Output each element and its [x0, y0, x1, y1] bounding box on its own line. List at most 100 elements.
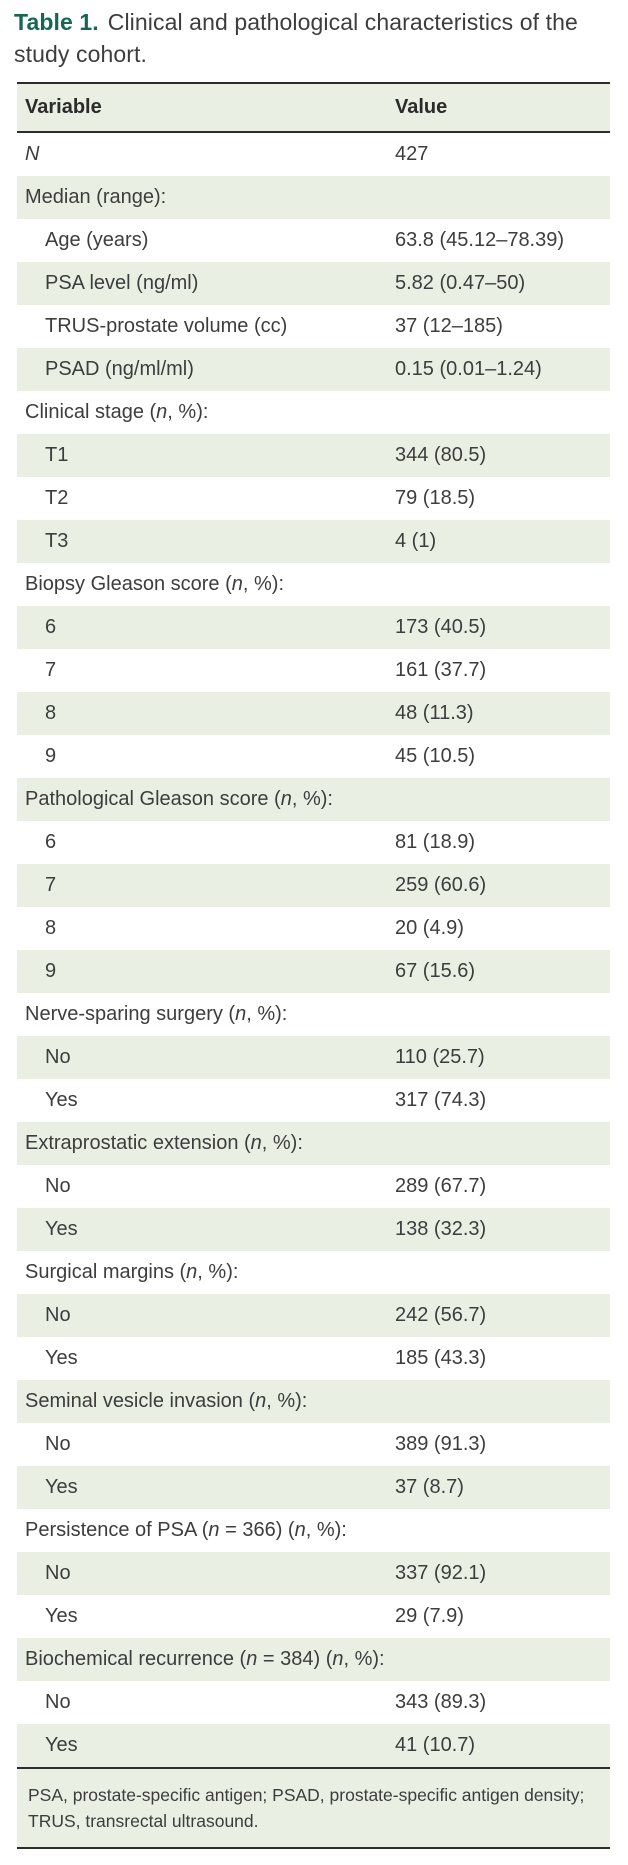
- table-row: 9 67 (15.6): [17, 950, 610, 993]
- row-label: Yes: [45, 1089, 78, 1111]
- table-row: 8 20 (4.9): [17, 907, 610, 950]
- table-caption-label: Table 1.: [14, 9, 99, 35]
- row-value: 337 (92.1): [395, 1562, 487, 1584]
- row-label: Pathological Gleason score (n, %):: [25, 788, 333, 810]
- table-row: Yes 37 (8.7): [17, 1466, 610, 1509]
- row-label: T2: [45, 487, 69, 509]
- row-value: 45 (10.5): [395, 745, 476, 767]
- table-row: Yes 185 (43.3): [17, 1337, 610, 1380]
- table-row: 6 173 (40.5): [17, 606, 610, 649]
- row-label: No: [45, 1691, 71, 1713]
- row-value: 289 (67.7): [395, 1175, 487, 1197]
- row-label: Persistence of PSA (n = 366) (n, %):: [25, 1519, 347, 1541]
- row-label: Yes: [45, 1476, 78, 1498]
- row-value: 37 (8.7): [395, 1476, 464, 1498]
- row-value: 63.8 (45.12–78.39): [395, 229, 565, 251]
- row-value: 138 (32.3): [395, 1218, 487, 1240]
- row-value: 41 (10.7): [395, 1734, 476, 1756]
- characteristics-table: Variable Value N 427 Median (range): Age (y…: [17, 82, 610, 1769]
- table-caption: Table 1. Clinical and pathological charac…: [14, 6, 614, 70]
- row-label: 7: [45, 659, 57, 681]
- row-label: Yes: [45, 1218, 78, 1240]
- table-row: 8 48 (11.3): [17, 692, 610, 735]
- row-label: Biochemical recurrence (n = 384) (n, %):: [25, 1648, 385, 1670]
- table-row: 7 161 (37.7): [17, 649, 610, 692]
- row-value: 242 (56.7): [395, 1304, 487, 1326]
- row-label: PSAD (ng/ml/ml): [45, 358, 194, 380]
- table-row: Yes 138 (32.3): [17, 1208, 610, 1251]
- table-row: 7 259 (60.6): [17, 864, 610, 907]
- table-row: T2 79 (18.5): [17, 477, 610, 520]
- row-label: 8: [45, 917, 57, 939]
- table-row: PSA level (ng/ml) 5.82 (0.47–50): [17, 262, 610, 305]
- table-row: Median (range):: [17, 176, 610, 219]
- table-row: No 389 (91.3): [17, 1423, 610, 1466]
- table-row: No 337 (92.1): [17, 1552, 610, 1595]
- row-value: 5.82 (0.47–50): [395, 272, 526, 294]
- table-row: Clinical stage (n, %):: [17, 391, 610, 434]
- table-row: Age (years) 63.8 (45.12–78.39): [17, 219, 610, 262]
- row-label: Yes: [45, 1347, 78, 1369]
- table-row: Nerve-sparing surgery (n, %):: [17, 993, 610, 1036]
- row-label: T3: [45, 530, 69, 552]
- row-label: No: [45, 1433, 71, 1455]
- row-label: Seminal vesicle invasion (n, %):: [25, 1390, 308, 1412]
- row-value: 4 (1): [395, 530, 437, 552]
- table-row: Seminal vesicle invasion (n, %):: [17, 1380, 610, 1423]
- row-value: 20 (4.9): [395, 917, 464, 939]
- row-label: N: [25, 143, 40, 165]
- row-label: Nerve-sparing surgery (n, %):: [25, 1003, 288, 1025]
- row-label: 8: [45, 702, 57, 724]
- row-label: Yes: [45, 1605, 78, 1627]
- table-row: Persistence of PSA (n = 366) (n, %):: [17, 1509, 610, 1552]
- table-row: No 343 (89.3): [17, 1681, 610, 1724]
- row-label: Biopsy Gleason score (n, %):: [25, 573, 285, 595]
- row-value: 317 (74.3): [395, 1089, 487, 1111]
- row-label: No: [45, 1562, 71, 1584]
- table-row: 9 45 (10.5): [17, 735, 610, 778]
- row-label: 9: [45, 960, 57, 982]
- table-row: T3 4 (1): [17, 520, 610, 563]
- column-header-variable: Variable: [25, 96, 102, 118]
- row-value: 389 (91.3): [395, 1433, 487, 1455]
- table-caption-text: Clinical and pathological characteristic…: [14, 9, 578, 67]
- row-label: T1: [45, 444, 69, 466]
- row-value: 67 (15.6): [395, 960, 476, 982]
- row-label: Extraprostatic extension (n, %):: [25, 1132, 303, 1154]
- table-row: No 110 (25.7): [17, 1036, 610, 1079]
- table-row: Yes 41 (10.7): [17, 1724, 610, 1767]
- table-body: N 427 Median (range): Age (years) 63.8 (45.1…: [17, 133, 610, 1767]
- row-label: No: [45, 1046, 71, 1068]
- table-header-row: Variable Value: [17, 84, 610, 133]
- row-label: Clinical stage (n, %):: [25, 401, 209, 423]
- row-label: TRUS-prostate volume (cc): [45, 315, 288, 337]
- row-label: PSA level (ng/ml): [45, 272, 199, 294]
- table-row: TRUS-prostate volume (cc) 37 (12–185): [17, 305, 610, 348]
- row-value: 173 (40.5): [395, 616, 487, 638]
- table-row: PSAD (ng/ml/ml) 0.15 (0.01–1.24): [17, 348, 610, 391]
- column-header-value: Value: [395, 96, 448, 118]
- table-row: 6 81 (18.9): [17, 821, 610, 864]
- row-label: Yes: [45, 1734, 78, 1756]
- row-label: No: [45, 1304, 71, 1326]
- row-value: 0.15 (0.01–1.24): [395, 358, 542, 380]
- row-value: 259 (60.6): [395, 874, 487, 896]
- table-row: Biopsy Gleason score (n, %):: [17, 563, 610, 606]
- table-row: N 427: [17, 133, 610, 176]
- table-row: Surgical margins (n, %):: [17, 1251, 610, 1294]
- table-footnote: PSA, prostate-specific antigen; PSAD, pr…: [17, 1769, 610, 1849]
- row-value: 29 (7.9): [395, 1605, 464, 1627]
- table-row: Yes 317 (74.3): [17, 1079, 610, 1122]
- row-value: 344 (80.5): [395, 444, 487, 466]
- row-value: 81 (18.9): [395, 831, 476, 853]
- row-value: 185 (43.3): [395, 1347, 487, 1369]
- row-label: Surgical margins (n, %):: [25, 1261, 239, 1283]
- row-value: 427: [395, 143, 429, 165]
- row-label: No: [45, 1175, 71, 1197]
- row-value: 79 (18.5): [395, 487, 476, 509]
- table-row: Yes 29 (7.9): [17, 1595, 610, 1638]
- paper-page: Table 1. Clinical and pathological charac…: [0, 6, 628, 1865]
- row-value: 343 (89.3): [395, 1691, 487, 1713]
- table-row: Pathological Gleason score (n, %):: [17, 778, 610, 821]
- row-value: 161 (37.7): [395, 659, 487, 681]
